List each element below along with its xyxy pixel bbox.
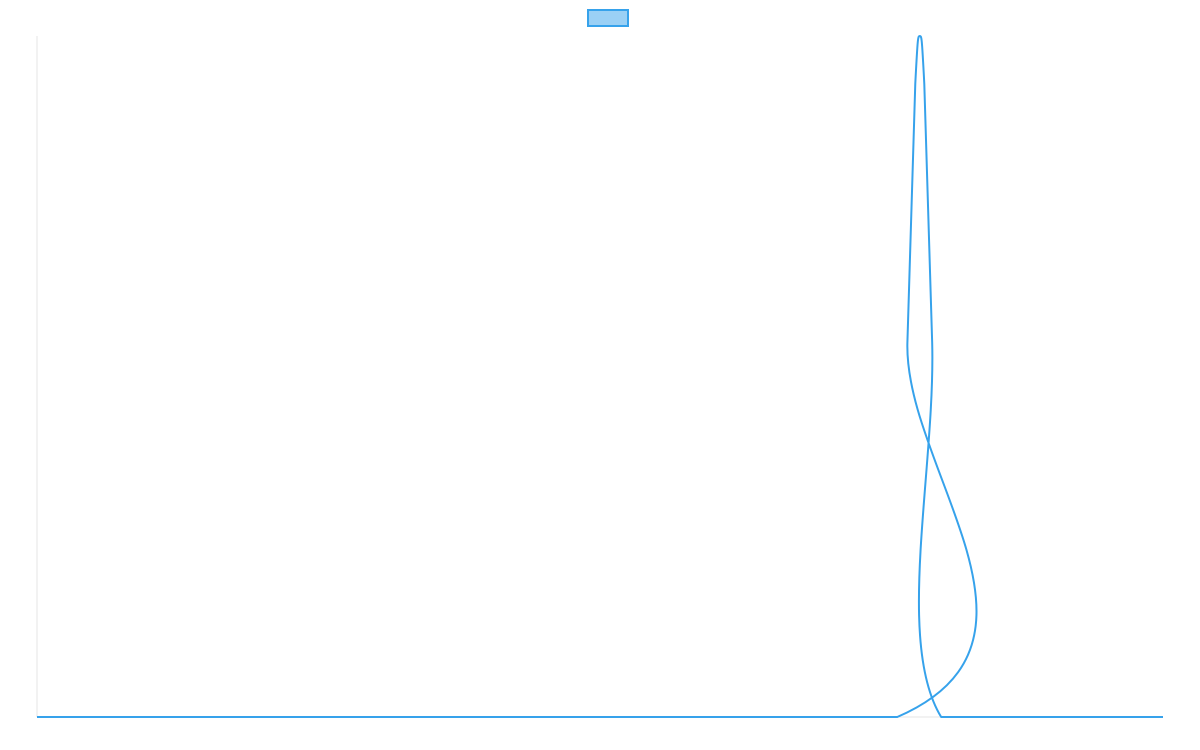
series-layer [36, 35, 1163, 719]
series-line-0 [36, 35, 1163, 719]
axes [36, 36, 1163, 718]
legend[interactable] [587, 9, 629, 27]
legend-swatch-0[interactable] [587, 9, 629, 27]
